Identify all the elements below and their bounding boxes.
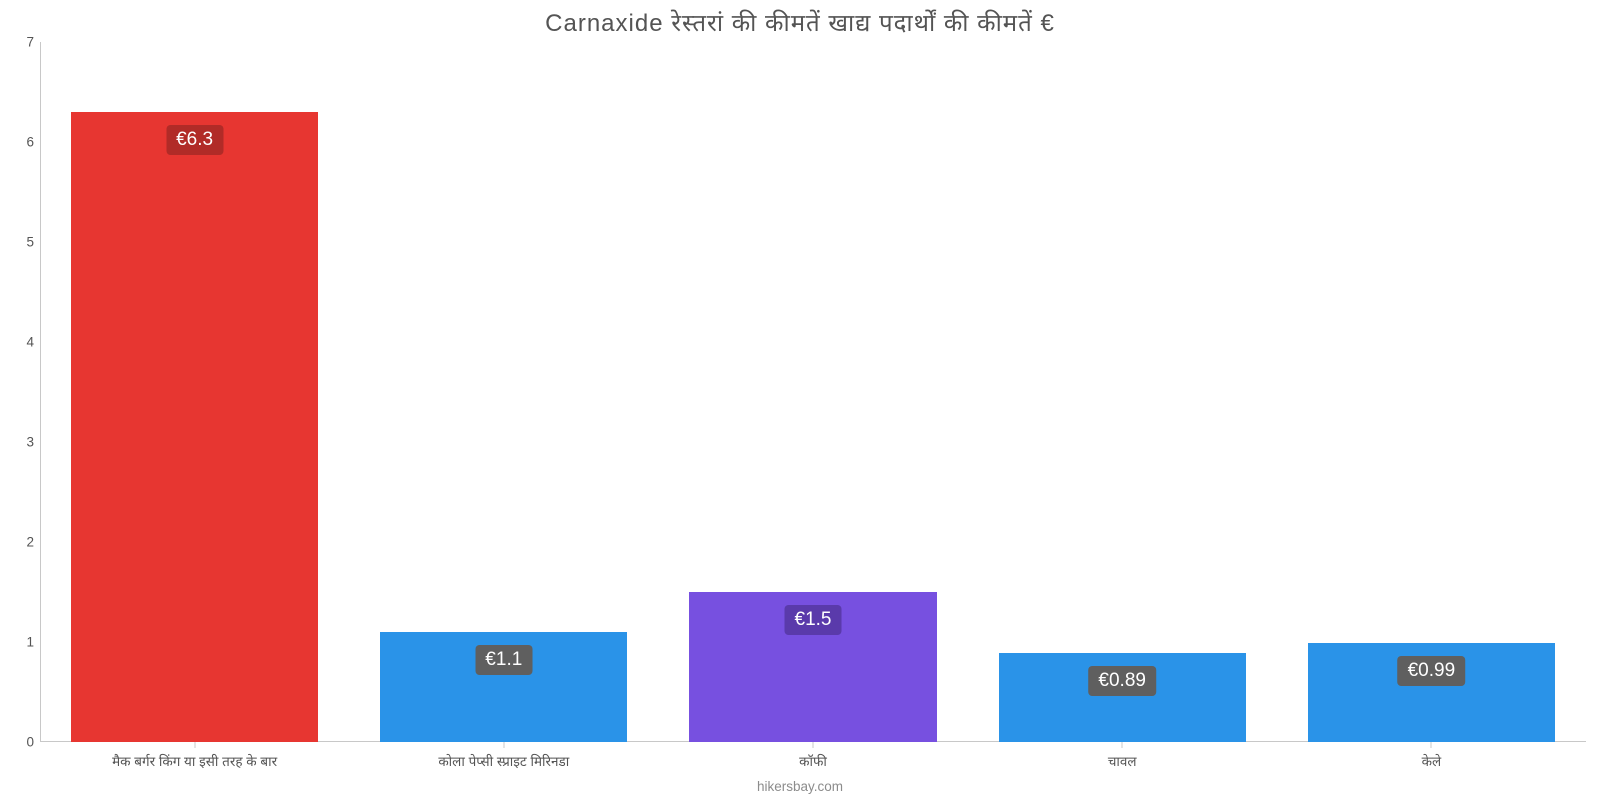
y-axis-tick: 0 (12, 735, 34, 750)
x-axis-tickmark (503, 742, 504, 748)
x-axis-category-label: कॉफी (799, 752, 827, 770)
x-axis-category-label: मैक बर्गर किंग या इसी तरह के बार (112, 752, 277, 770)
y-axis-tick: 2 (12, 535, 34, 550)
y-axis-line (40, 42, 41, 742)
y-axis-tick: 6 (12, 135, 34, 150)
x-axis-tickmark (1431, 742, 1432, 748)
bar-value-label: €1.5 (785, 605, 842, 635)
bar-value-label: €1.1 (475, 645, 532, 675)
x-axis-tickmark (194, 742, 195, 748)
bar-value-label: €6.3 (166, 125, 223, 155)
price-bar (71, 112, 318, 742)
y-axis-tick: 7 (12, 35, 34, 50)
chart-title: Carnaxide रेस्तरां की कीमतें खाद्य पदार्… (0, 6, 1600, 39)
x-axis-category-label: चावल (1108, 752, 1137, 770)
x-axis-tickmark (813, 742, 814, 748)
bar-value-label: €0.89 (1088, 666, 1156, 696)
x-axis-category-label: कोला पेप्सी स्प्राइट मिरिनडा (438, 752, 569, 770)
y-axis-tick: 4 (12, 335, 34, 350)
y-axis-tick: 1 (12, 635, 34, 650)
plot-area: 01234567€6.3मैक बर्गर किंग या इसी तरह के… (40, 42, 1586, 742)
attribution-text: hikersbay.com (0, 779, 1600, 794)
y-axis-tick: 3 (12, 435, 34, 450)
x-axis-category-label: केले (1422, 752, 1442, 770)
bar-value-label: €0.99 (1398, 656, 1466, 686)
price-bar-chart: Carnaxide रेस्तरां की कीमतें खाद्य पदार्… (0, 0, 1600, 800)
y-axis-tick: 5 (12, 235, 34, 250)
x-axis-tickmark (1122, 742, 1123, 748)
